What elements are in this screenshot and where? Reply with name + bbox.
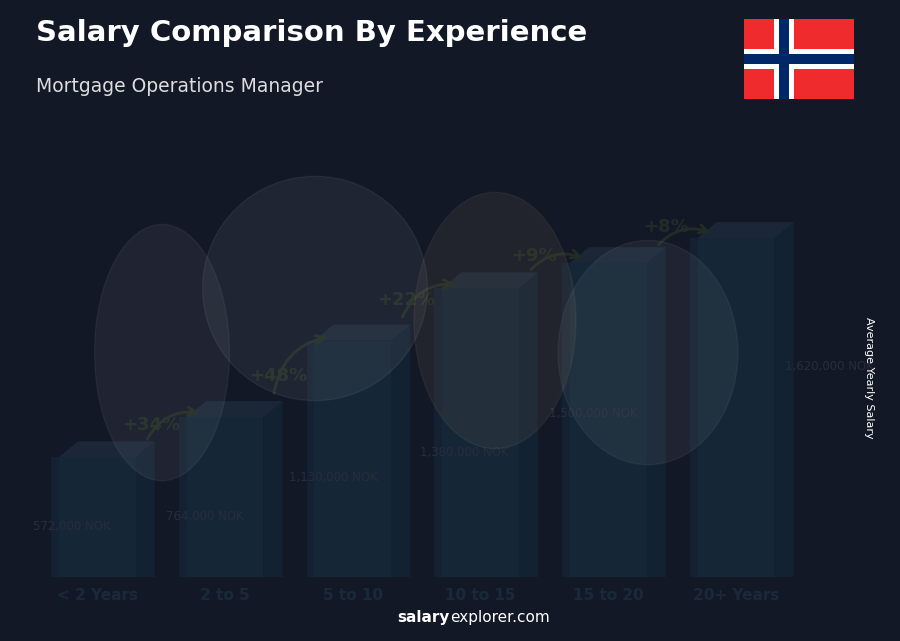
Text: +9%: +9% bbox=[511, 247, 557, 265]
Polygon shape bbox=[442, 272, 538, 288]
Text: Average Yearly Salary: Average Yearly Salary bbox=[863, 317, 874, 439]
Polygon shape bbox=[743, 19, 854, 99]
Polygon shape bbox=[698, 238, 774, 577]
Polygon shape bbox=[264, 401, 283, 577]
Text: 572,000 NOK: 572,000 NOK bbox=[33, 520, 111, 533]
Polygon shape bbox=[743, 49, 854, 69]
Ellipse shape bbox=[94, 224, 230, 481]
Polygon shape bbox=[690, 238, 698, 577]
Polygon shape bbox=[778, 19, 788, 99]
Text: Mortgage Operations Manager: Mortgage Operations Manager bbox=[36, 77, 323, 96]
Text: +8%: +8% bbox=[643, 217, 689, 235]
Polygon shape bbox=[570, 263, 646, 577]
Text: 1,380,000 NOK: 1,380,000 NOK bbox=[420, 446, 509, 460]
Polygon shape bbox=[435, 288, 442, 577]
Text: +48%: +48% bbox=[249, 367, 308, 385]
Polygon shape bbox=[743, 54, 854, 64]
Text: 764,000 NOK: 764,000 NOK bbox=[166, 510, 244, 522]
Polygon shape bbox=[442, 288, 518, 577]
Text: 1,620,000 NOK: 1,620,000 NOK bbox=[785, 360, 873, 373]
Text: Salary Comparison By Experience: Salary Comparison By Experience bbox=[36, 19, 587, 47]
Polygon shape bbox=[774, 19, 794, 99]
Polygon shape bbox=[186, 401, 283, 417]
Text: 1,130,000 NOK: 1,130,000 NOK bbox=[289, 471, 378, 484]
Polygon shape bbox=[562, 263, 570, 577]
Polygon shape bbox=[314, 340, 392, 577]
Ellipse shape bbox=[558, 240, 738, 465]
Ellipse shape bbox=[414, 192, 576, 449]
Polygon shape bbox=[646, 247, 666, 577]
Ellipse shape bbox=[202, 176, 428, 401]
Polygon shape bbox=[51, 457, 59, 577]
Text: explorer.com: explorer.com bbox=[450, 610, 550, 625]
Polygon shape bbox=[58, 457, 136, 577]
Polygon shape bbox=[58, 442, 155, 457]
Polygon shape bbox=[392, 324, 410, 577]
Polygon shape bbox=[136, 442, 155, 577]
Text: +22%: +22% bbox=[377, 291, 436, 309]
Polygon shape bbox=[179, 417, 186, 577]
Polygon shape bbox=[570, 247, 666, 263]
Text: salary: salary bbox=[398, 610, 450, 625]
Polygon shape bbox=[186, 417, 264, 577]
Polygon shape bbox=[314, 324, 410, 340]
Polygon shape bbox=[307, 340, 314, 577]
Polygon shape bbox=[774, 222, 794, 577]
Text: +34%: +34% bbox=[122, 416, 180, 434]
Polygon shape bbox=[698, 222, 794, 238]
Text: 1,500,000 NOK: 1,500,000 NOK bbox=[550, 407, 638, 420]
Polygon shape bbox=[518, 272, 538, 577]
